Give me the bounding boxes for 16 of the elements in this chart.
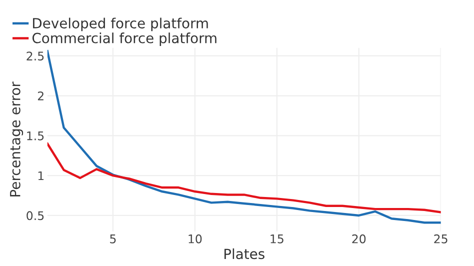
y-tick-label: 2.5 — [26, 52, 44, 61]
x-axis-title: Plates — [224, 248, 264, 260]
x-tick-label: 15 — [270, 234, 284, 244]
x-tick-label: 20 — [352, 234, 366, 244]
y-tick-label: 1 — [38, 171, 44, 180]
y-tick-label: 1.5 — [27, 132, 44, 140]
x-tick-label: 5 — [110, 234, 116, 244]
y-axis-title: Percentage error — [10, 82, 24, 196]
legend-label: Developed force platform — [33, 18, 208, 32]
legend-label: Commercial force platform — [32, 32, 216, 46]
y-tick-label: 2 — [38, 91, 44, 100]
x-tick-label: 10 — [188, 234, 202, 244]
x-tick-label: 25 — [434, 234, 448, 244]
y-tick-label: 0.5 — [26, 211, 44, 220]
line-series — [47, 50, 441, 224]
line-series — [47, 142, 441, 214]
